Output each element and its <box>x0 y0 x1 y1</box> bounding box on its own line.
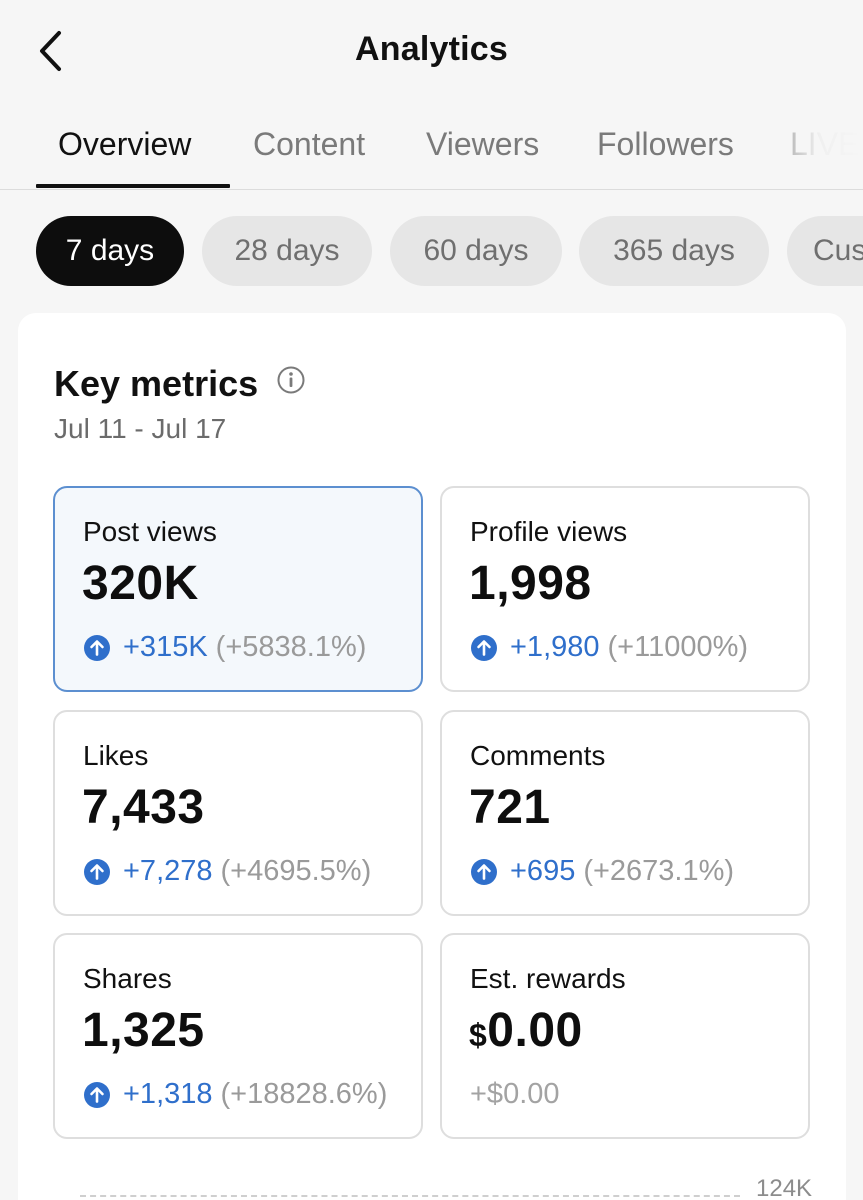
metric-value: 7,433 <box>82 781 205 834</box>
metric-comments[interactable]: Comments 721 +695 (+2673.1%) <box>440 710 810 916</box>
metric-label: Shares <box>83 963 172 994</box>
metric-percent: (+2673.1%) <box>583 855 735 887</box>
metric-change: +1,318 (+18828.6%) <box>83 1078 387 1111</box>
metric-delta: +7,278 <box>123 855 213 887</box>
metric-value: 320K <box>82 557 199 610</box>
metric-delta: +$0.00 <box>470 1078 560 1110</box>
active-tab-indicator <box>36 184 230 188</box>
metric-value: $0.00 <box>469 1003 583 1058</box>
back-button[interactable] <box>28 26 72 76</box>
range-28-days[interactable]: 28 days <box>202 216 372 286</box>
metric-shares[interactable]: Shares 1,325 +1,318 (+18828.6%) <box>53 933 423 1139</box>
metric-value: 1,325 <box>82 1004 205 1057</box>
metric-label: Profile views <box>470 516 628 547</box>
metric-value: 1,998 <box>469 557 592 610</box>
key-metrics-title: Key metrics <box>54 363 259 404</box>
chevron-left-icon <box>40 31 61 71</box>
metric-profile-views[interactable]: Profile views 1,998 +1,980 (+11000%) <box>440 486 810 692</box>
arrow-up-circle-icon <box>84 858 110 885</box>
page-title: Analytics <box>355 30 508 68</box>
tab-bar: Overview Content Viewers Followers LIVE <box>0 104 863 190</box>
metric-delta: +315K <box>123 631 208 663</box>
arrow-up-circle-icon <box>471 858 497 885</box>
metric-change: +$0.00 <box>470 1078 560 1111</box>
currency-symbol: $ <box>469 1017 488 1053</box>
metric-percent: (+11000%) <box>607 631 749 663</box>
metric-delta: +1,318 <box>123 1078 213 1110</box>
range-custom[interactable]: Custom <box>787 216 863 286</box>
tab-overview[interactable]: Overview <box>58 126 192 162</box>
date-range-label: Jul 11 - Jul 17 <box>54 413 227 444</box>
date-range-selector: 7 days 28 days 60 days 365 days Custom <box>0 190 863 310</box>
metric-amount: 0.00 <box>487 1004 583 1057</box>
info-icon[interactable] <box>276 365 306 395</box>
metric-change: +695 (+2673.1%) <box>470 855 734 888</box>
metric-percent: (+18828.6%) <box>220 1078 388 1110</box>
metric-value: 721 <box>469 781 551 834</box>
tab-content[interactable]: Content <box>253 126 366 162</box>
metric-likes[interactable]: Likes 7,433 +7,278 (+4695.5%) <box>53 710 423 916</box>
metric-label: Est. rewards <box>470 963 626 994</box>
metric-change: +7,278 (+4695.5%) <box>83 855 371 888</box>
metric-label: Comments <box>470 740 606 771</box>
metric-percent: (+4695.5%) <box>220 855 372 887</box>
key-metrics-card: Key metrics Jul 11 - Jul 17 Post views 3… <box>18 313 846 1200</box>
arrow-up-circle-icon <box>84 634 110 661</box>
metric-est-rewards[interactable]: Est. rewards $0.00 +$0.00 <box>440 933 810 1139</box>
metric-percent: (+5838.1%) <box>215 631 367 663</box>
metric-post-views[interactable]: Post views 320K +315K (+5838.1%) <box>53 486 423 692</box>
arrow-up-circle-icon <box>471 634 497 661</box>
tab-live[interactable]: LIVE <box>790 126 860 162</box>
tab-viewers[interactable]: Viewers <box>426 126 540 162</box>
y-axis-tick-label: 124K <box>756 1175 813 1200</box>
range-365-days[interactable]: 365 days <box>579 216 769 286</box>
metric-label: Post views <box>83 516 217 547</box>
range-60-days[interactable]: 60 days <box>390 216 562 286</box>
range-7-days[interactable]: 7 days <box>36 216 184 286</box>
metric-label: Likes <box>83 740 149 771</box>
metric-change: +315K (+5838.1%) <box>83 631 366 664</box>
arrow-up-circle-icon <box>84 1081 110 1108</box>
metric-chart: 124K <box>66 1175 846 1200</box>
metric-delta: +695 <box>510 855 576 887</box>
metric-change: +1,980 (+11000%) <box>470 631 748 664</box>
tab-followers[interactable]: Followers <box>597 126 734 162</box>
metric-delta: +1,980 <box>510 631 600 663</box>
chart-gridline <box>80 1195 740 1197</box>
top-bar: Analytics <box>0 0 863 104</box>
